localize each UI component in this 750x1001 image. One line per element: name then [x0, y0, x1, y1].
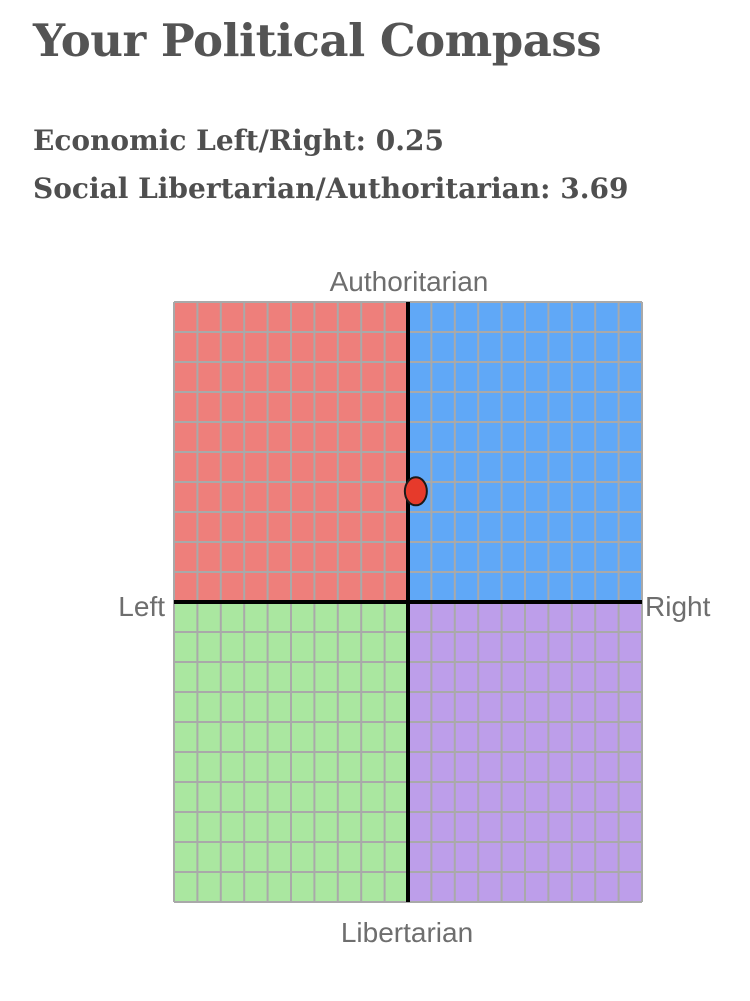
axis-label-left: Left: [118, 591, 165, 622]
axis-label-bottom: Libertarian: [341, 917, 473, 948]
economic-score: Economic Left/Right: 0.25: [33, 124, 444, 157]
result-point: [403, 476, 428, 507]
social-score: Social Libertarian/Authoritarian: 3.69: [33, 172, 629, 205]
axis-label-right: Right: [645, 591, 711, 622]
page-title: Your Political Compass: [33, 14, 602, 67]
axis-label-top: Authoritarian: [330, 266, 489, 297]
